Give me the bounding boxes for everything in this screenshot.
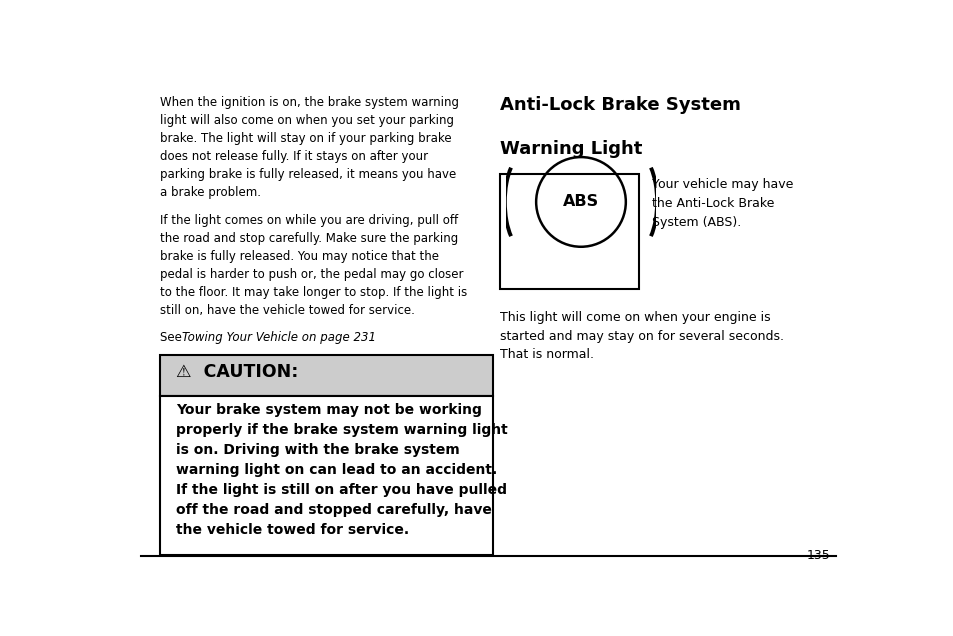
Text: .: . (321, 331, 325, 344)
Bar (160, 396, 492, 555)
Text: 135: 135 (806, 549, 830, 562)
Text: ABS: ABS (562, 195, 598, 209)
Text: Warning Light: Warning Light (499, 140, 641, 158)
Text: If the light comes on while you are driving, pull off
the road and stop carefull: If the light comes on while you are driv… (160, 214, 467, 317)
Text: This light will come on when your engine is
started and may stay on for several : This light will come on when your engine… (499, 312, 783, 361)
Text: Your brake system may not be working
properly if the brake system warning light
: Your brake system may not be working pro… (176, 403, 507, 537)
Text: Your vehicle may have
the Anti-Lock Brake
System (ABS).: Your vehicle may have the Anti-Lock Brak… (651, 178, 792, 229)
Text: Anti-Lock Brake System: Anti-Lock Brake System (499, 96, 740, 114)
Text: ⚠  CAUTION:: ⚠ CAUTION: (176, 363, 298, 381)
Bar (160, 356, 492, 396)
Text: When the ignition is on, the brake system warning
light will also come on when y: When the ignition is on, the brake syste… (160, 96, 458, 199)
Bar (499, 174, 639, 289)
Text: See: See (160, 331, 185, 344)
Text: Towing Your Vehicle on page 231: Towing Your Vehicle on page 231 (182, 331, 375, 344)
